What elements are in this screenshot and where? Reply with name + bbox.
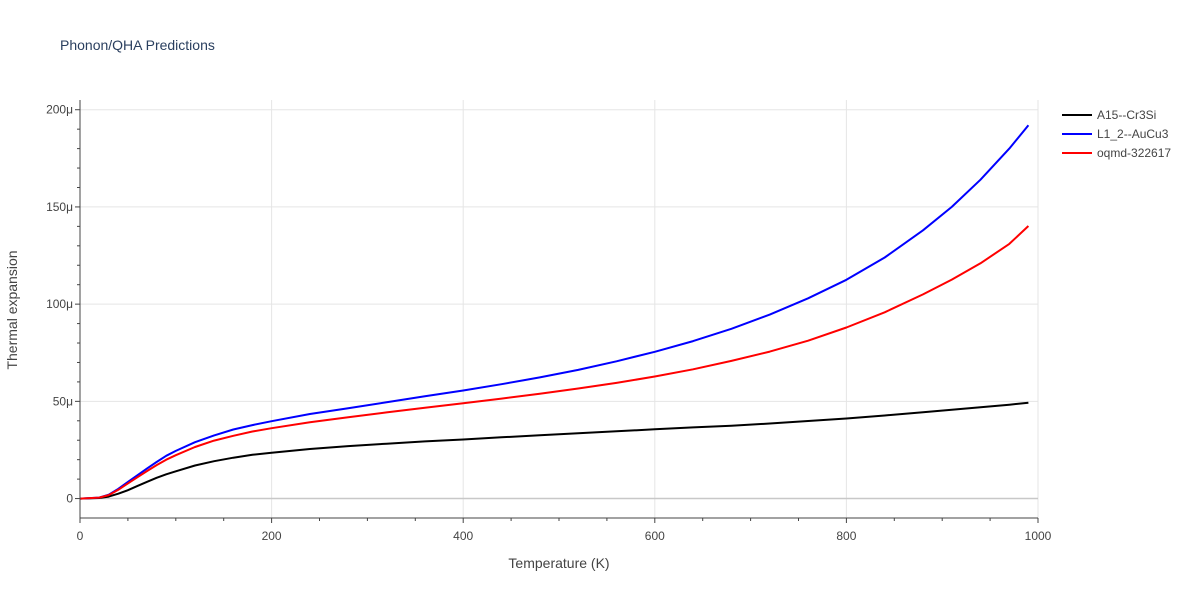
x-tick-label: 1000 bbox=[1025, 529, 1052, 543]
axes: 0 200 400 600 800 1000 0 50μ 100μ 150μ 200μ bbox=[46, 100, 1052, 543]
legend-item[interactable]: oqmd-322617 bbox=[1062, 146, 1171, 160]
x-tick-label: 600 bbox=[645, 529, 665, 543]
series-line-l1-2-aucu3 bbox=[79, 124, 1030, 500]
legend-item[interactable]: A15--Cr3Si bbox=[1062, 108, 1156, 122]
legend-label: L1_2--AuCu3 bbox=[1097, 127, 1169, 141]
series-line-a15-cr3si bbox=[79, 401, 1029, 500]
x-tick-label: 0 bbox=[77, 529, 84, 543]
legend-item[interactable]: L1_2--AuCu3 bbox=[1062, 127, 1169, 141]
y-tick-label: 150μ bbox=[46, 200, 73, 214]
legend-label: A15--Cr3Si bbox=[1097, 108, 1156, 122]
legend[interactable]: A15--Cr3Si L1_2--AuCu3 oqmd-322617 bbox=[1062, 108, 1171, 160]
y-tick-label: 0 bbox=[66, 492, 73, 506]
series-line-oqmd-322617 bbox=[79, 225, 1030, 500]
y-tick-label: 50μ bbox=[53, 394, 73, 408]
x-tick-label: 200 bbox=[262, 529, 282, 543]
chart-title: Phonon/QHA Predictions bbox=[60, 37, 215, 53]
series-lines bbox=[79, 124, 1030, 500]
y-axis-title: Thermal expansion bbox=[4, 250, 20, 369]
grid bbox=[80, 100, 1039, 518]
x-tick-label: 400 bbox=[453, 529, 473, 543]
legend-label: oqmd-322617 bbox=[1097, 146, 1171, 160]
x-axis-title: Temperature (K) bbox=[508, 555, 609, 571]
y-tick-label: 100μ bbox=[46, 297, 73, 311]
y-tick-label: 200μ bbox=[46, 103, 73, 117]
x-tick-label: 800 bbox=[836, 529, 856, 543]
